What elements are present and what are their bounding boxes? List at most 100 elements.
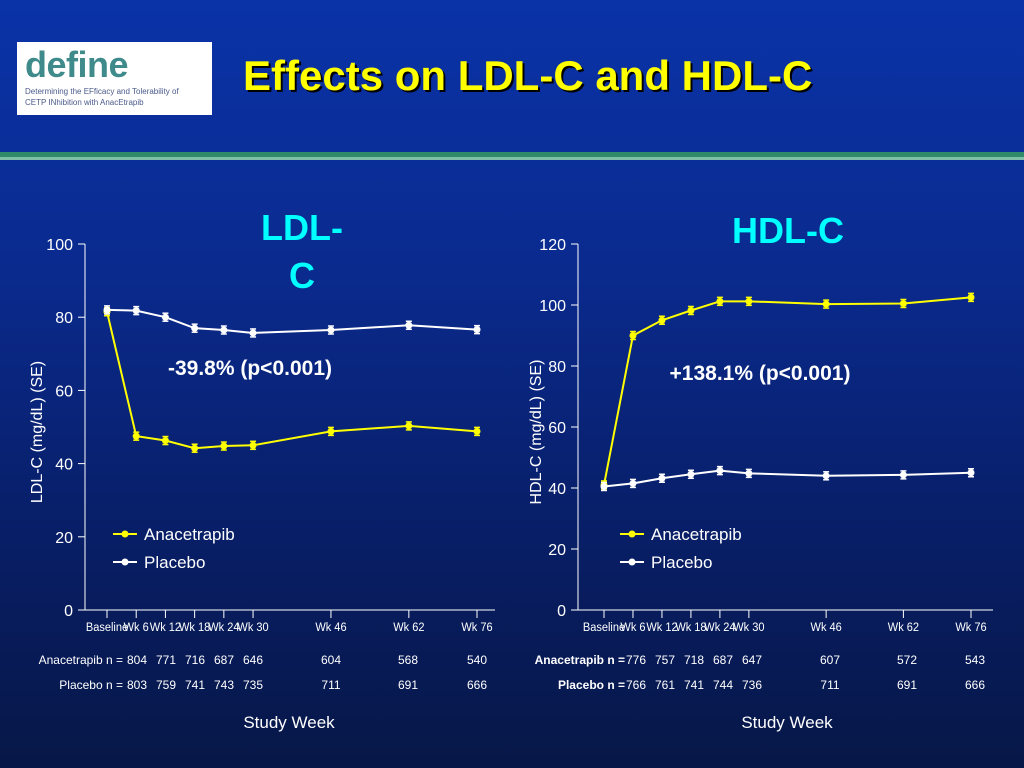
- ldl-n-value: 646: [243, 653, 263, 667]
- ldl-x-tick-label: Wk 6: [124, 622, 149, 634]
- hdl-n-value: 711: [820, 678, 839, 692]
- logo-subtitle-line2: CETP INhibition with AnacEtrapib: [25, 98, 144, 107]
- hdl-anacetrapib-point: [745, 297, 753, 305]
- hdl-x-tick-label: Wk 76: [955, 622, 986, 634]
- ldl-panel-title-line1: LDL-: [261, 207, 343, 248]
- hdl-n-row-label: Placebo n =: [558, 678, 625, 692]
- hdl-y-tick-label: 20: [548, 542, 566, 559]
- ldl-legend-label: Placebo: [144, 553, 205, 572]
- ldl-anacetrapib-point: [220, 442, 228, 450]
- hdl-x-tick-label: Wk 18: [675, 622, 706, 634]
- define-logo: define Determining the EFficacy and Tole…: [17, 42, 212, 115]
- ldl-n-value: 687: [214, 653, 234, 667]
- ldl-x-tick-label: Wk 30: [237, 622, 268, 634]
- hdl-placebo-point: [629, 479, 637, 487]
- ldl-placebo-point: [132, 307, 140, 315]
- ldl-x-tick-label: Wk 12: [150, 622, 181, 634]
- ldl-placebo-point: [220, 326, 228, 334]
- ldl-n-row-label: Placebo n =: [59, 678, 123, 692]
- hdl-n-value: 607: [820, 653, 840, 667]
- hdl-n-value: 776: [626, 653, 646, 667]
- hdl-n-value: 766: [626, 678, 646, 692]
- hdl-n-value: 761: [655, 678, 675, 692]
- ldl-n-value: 759: [156, 678, 176, 692]
- ldl-x-tick-label: Wk 24: [208, 622, 240, 634]
- hdl-n-value: 666: [965, 678, 985, 692]
- ldl-n-value: 741: [185, 678, 205, 692]
- hdl-placebo-point: [745, 469, 753, 477]
- ldl-placebo-point: [103, 306, 111, 314]
- hdl-x-axis-label: Study Week: [741, 713, 833, 732]
- hdl-x-tick-label: Wk 62: [888, 622, 919, 634]
- ldl-anacetrapib-point: [249, 441, 257, 449]
- hdl-n-value: 572: [897, 653, 917, 667]
- ldl-anacetrapib-point: [327, 427, 335, 435]
- ldl-y-axis-label: LDL-C (mg/dL) (SE): [29, 361, 46, 503]
- ldl-n-row-label: Anacetrapib n =: [39, 653, 123, 667]
- logo-word: define: [25, 44, 129, 85]
- hdl-anacetrapib-point: [822, 300, 830, 308]
- hdl-anacetrapib-point: [899, 299, 907, 307]
- hdl-y-tick-label: 100: [539, 298, 566, 315]
- hdl-n-value: 691: [897, 678, 917, 692]
- ldl-n-value: 804: [127, 653, 147, 667]
- ldl-anacetrapib-point: [191, 444, 199, 452]
- ldl-x-tick-label: Wk 46: [315, 622, 346, 634]
- hdl-x-tick-label: Baseline: [583, 622, 625, 634]
- ldl-n-value: 771: [156, 653, 176, 667]
- ldl-x-tick-label: Wk 76: [461, 622, 492, 634]
- ldl-y-tick-label: 60: [55, 383, 73, 400]
- hdl-anacetrapib-point: [716, 297, 724, 305]
- ldl-placebo-point: [249, 329, 257, 337]
- ldl-x-axis-label: Study Week: [243, 713, 335, 732]
- ldl-legend-label: Anacetrapib: [144, 525, 235, 544]
- hdl-x-tick-label: Wk 46: [811, 622, 842, 634]
- ldl-n-value: 743: [214, 678, 234, 692]
- ldl-anacetrapib-point: [132, 432, 140, 440]
- hdl-y-tick-label: 0: [557, 603, 566, 620]
- ldl-y-tick-label: 0: [64, 603, 73, 620]
- hdl-x-tick-label: Wk 12: [646, 622, 677, 634]
- slide-title: Effects on LDL-C and HDL-C: [243, 52, 813, 99]
- ldl-legend-marker: [121, 558, 129, 566]
- ldl-change-annotation: -39.8% (p<0.001): [168, 357, 332, 380]
- ldl-anacetrapib-point: [405, 422, 413, 430]
- logo-subtitle-line1: Determining the EFficacy and Tolerabilit…: [25, 87, 179, 96]
- title-divider: [0, 152, 1024, 157]
- hdl-y-tick-label: 40: [548, 481, 566, 498]
- hdl-panel-title: HDL-C: [732, 210, 844, 251]
- hdl-placebo-point: [716, 467, 724, 475]
- hdl-x-tick-label: Wk 30: [733, 622, 764, 634]
- hdl-anacetrapib-line: [603, 296, 972, 486]
- hdl-placebo-point: [600, 482, 608, 490]
- hdl-n-value: 647: [742, 653, 762, 667]
- hdl-y-tick-label: 80: [548, 359, 566, 376]
- hdl-n-value: 543: [965, 653, 985, 667]
- hdl-anacetrapib-point: [658, 316, 666, 324]
- ldl-n-value: 666: [467, 678, 487, 692]
- hdl-legend-label: Placebo: [651, 553, 712, 572]
- ldl-panel-title-line2: C: [289, 255, 315, 296]
- ldl-placebo-point: [191, 324, 199, 332]
- ldl-y-tick-label: 20: [55, 530, 73, 547]
- hdl-n-row-label: Anacetrapib n =: [535, 653, 625, 667]
- hdl-x-tick-label: Wk 6: [620, 622, 645, 634]
- hdl-anacetrapib-point: [967, 293, 975, 301]
- hdl-placebo-point: [687, 470, 695, 478]
- hdl-n-value: 744: [713, 678, 733, 692]
- hdl-n-value: 736: [742, 678, 762, 692]
- ldl-anacetrapib-point: [473, 427, 481, 435]
- hdl-n-value: 718: [684, 653, 704, 667]
- hdl-legend-marker: [628, 558, 636, 566]
- ldl-n-value: 735: [243, 678, 263, 692]
- hdl-change-annotation: +138.1% (p<0.001): [670, 362, 851, 385]
- ldl-x-tick-label: Baseline: [86, 622, 128, 634]
- ldl-n-value: 691: [398, 678, 418, 692]
- ldl-y-tick-label: 80: [55, 310, 73, 327]
- ldl-x-tick-label: Wk 62: [393, 622, 424, 634]
- ldl-placebo-point: [161, 313, 169, 321]
- ldl-n-value: 711: [321, 678, 340, 692]
- hdl-y-tick-label: 60: [548, 420, 566, 437]
- hdl-y-tick-label: 120: [539, 237, 566, 254]
